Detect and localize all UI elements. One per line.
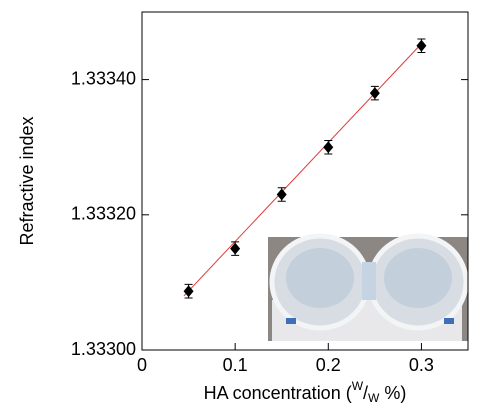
y-tick-label: 1.33340 — [71, 68, 136, 88]
data-point — [276, 188, 287, 201]
inset-photo — [268, 233, 469, 341]
plot-frame — [141, 11, 469, 351]
data-point — [416, 39, 427, 52]
fit-line — [183, 41, 424, 297]
y-axis-label: Refractive index — [17, 116, 37, 245]
x-tick-label: 0.3 — [409, 355, 434, 375]
x-tick-label: 0 — [137, 355, 147, 375]
data-point — [323, 141, 334, 154]
y-tick-label: 1.33300 — [71, 339, 136, 359]
data-point — [230, 242, 241, 255]
x-tick-label: 0.1 — [223, 355, 248, 375]
data-point — [369, 87, 380, 100]
y-tick-label: 1.33320 — [71, 204, 136, 224]
x-tick-label: 0.2 — [316, 355, 341, 375]
data-point — [183, 285, 194, 298]
x-axis-label: HA concentration (W/W %) — [204, 379, 407, 405]
